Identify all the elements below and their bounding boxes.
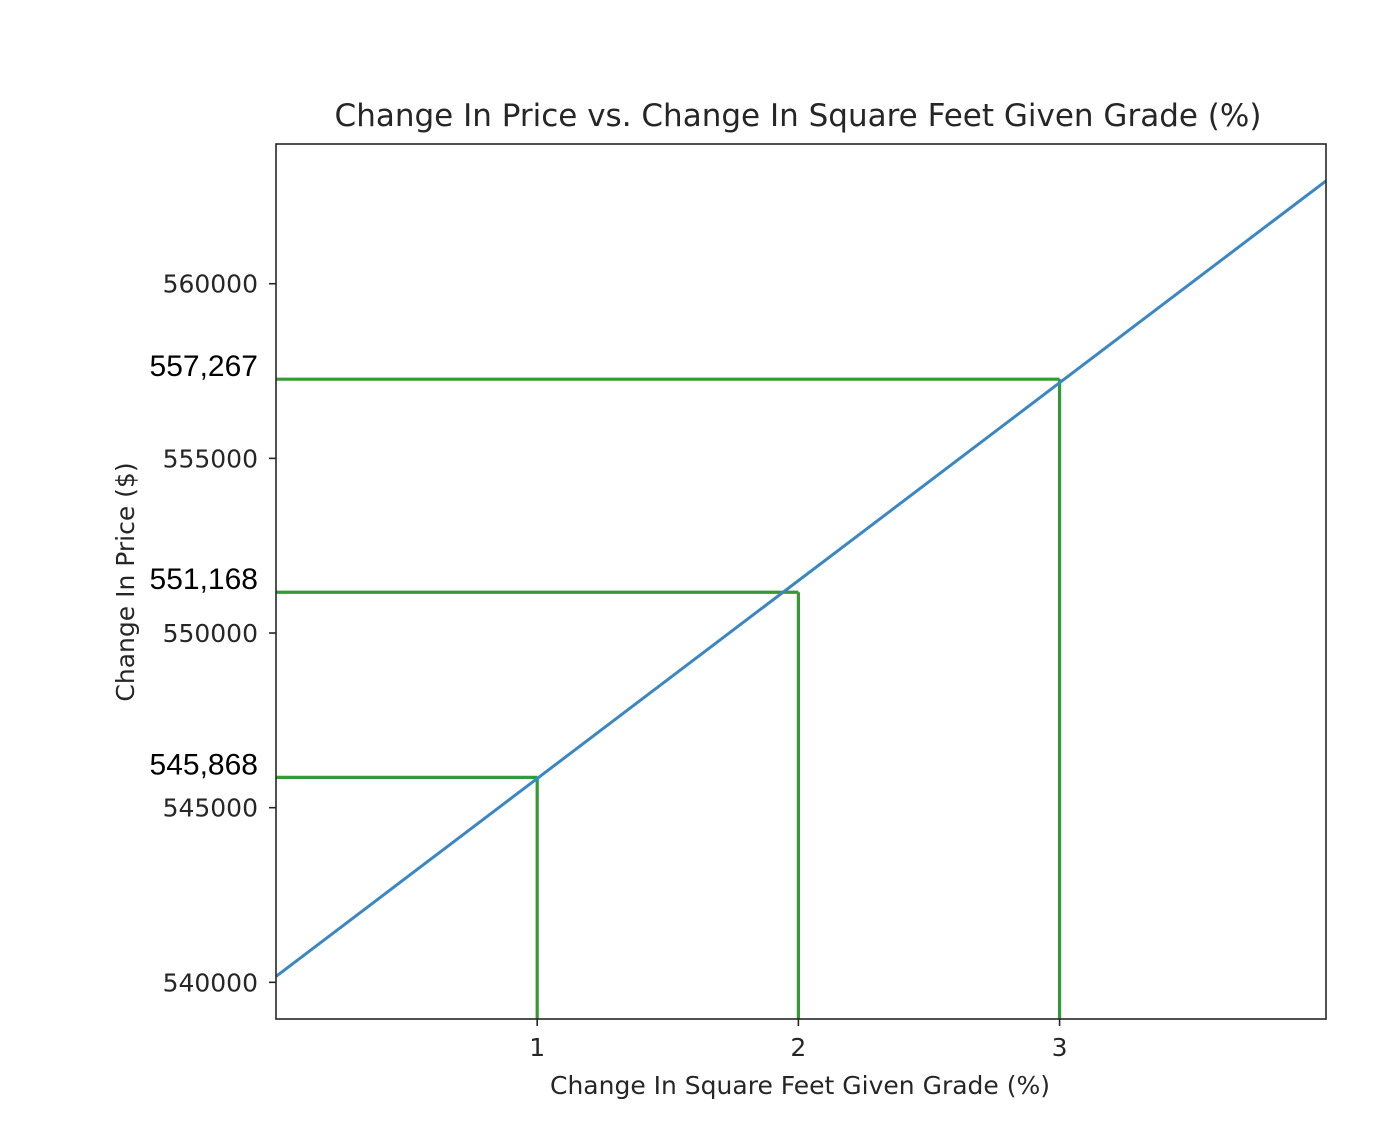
x-tick-label-1: 1 bbox=[529, 1033, 545, 1062]
y-tick-label-560000: 560000 bbox=[163, 270, 258, 299]
plot-frame bbox=[275, 143, 1327, 1020]
x-axis: 1 2 3 bbox=[529, 1019, 1068, 1062]
annotations: 545,868 551,168 557,267 bbox=[150, 350, 258, 781]
reference-label-1: 545,868 bbox=[150, 748, 258, 781]
reference-label-3: 557,267 bbox=[150, 350, 258, 383]
y-tick-label-550000: 550000 bbox=[163, 619, 258, 648]
y-axis-label: Change In Price ($) bbox=[111, 462, 140, 701]
y-axis: 540000 545000 550000 555000 560000 bbox=[163, 270, 276, 997]
y-tick-label-545000: 545000 bbox=[163, 794, 258, 823]
series-line bbox=[275, 179, 1327, 978]
x-axis-label: Change In Square Feet Given Grade (%) bbox=[550, 1071, 1050, 1100]
x-tick-label-3: 3 bbox=[1052, 1033, 1068, 1062]
y-tick-label-540000: 540000 bbox=[163, 968, 258, 997]
y-tick-label-555000: 555000 bbox=[163, 444, 258, 473]
reference-label-2: 551,168 bbox=[150, 563, 258, 596]
x-tick-label-2: 2 bbox=[790, 1033, 806, 1062]
plot-area bbox=[275, 179, 1327, 1019]
chart-title: Change In Price vs. Change In Square Fee… bbox=[335, 98, 1262, 134]
